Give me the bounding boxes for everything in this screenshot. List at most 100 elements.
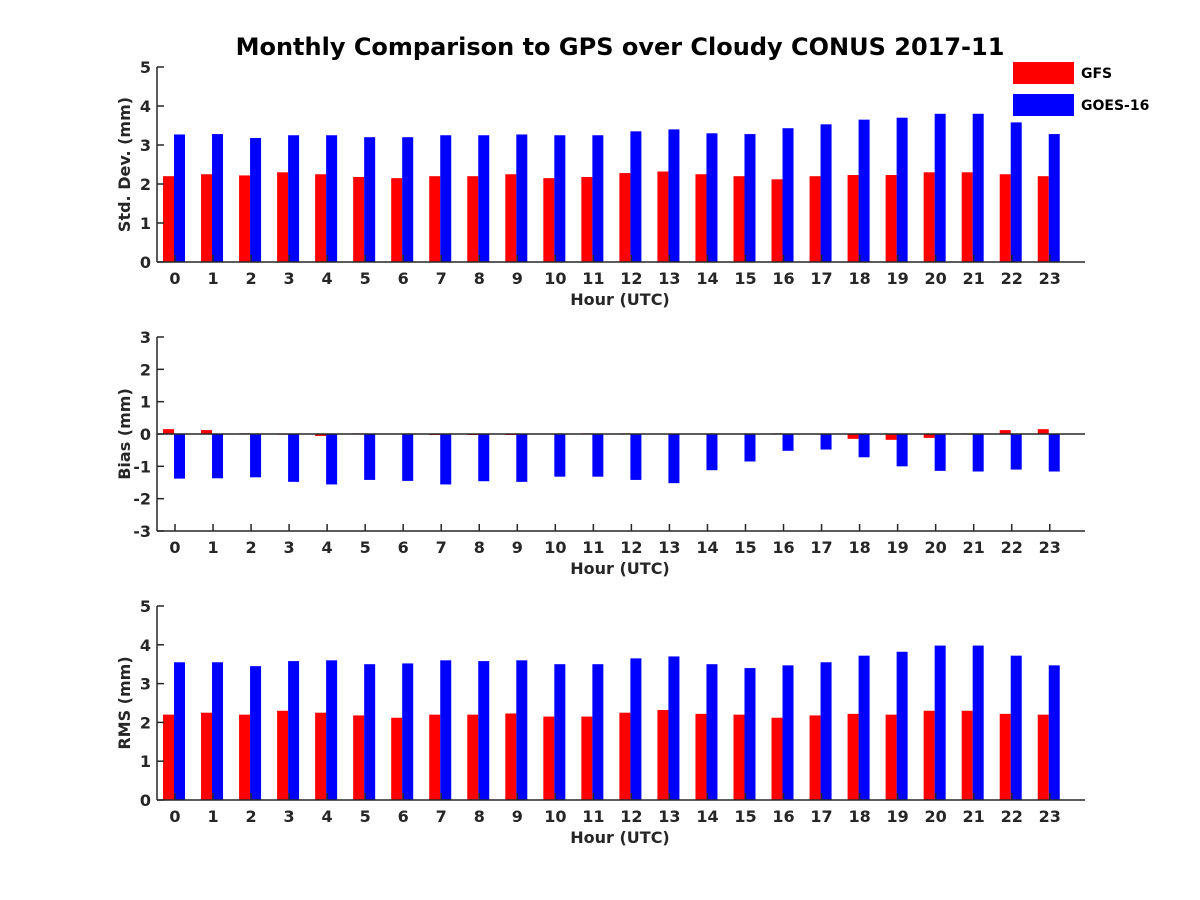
x-tick-label: 4 <box>322 538 333 557</box>
x-tick-label: 18 <box>848 807 870 826</box>
bar-goes-16-11 <box>592 434 604 477</box>
x-tick-label: 19 <box>886 269 908 288</box>
bar-goes-16-1 <box>212 134 224 262</box>
y-tick-label: 1 <box>140 752 151 771</box>
bar-goes-16-2 <box>250 434 262 478</box>
x-tick-label: 16 <box>772 269 794 288</box>
x-tick-label: 13 <box>658 269 680 288</box>
bar-goes-16-16 <box>782 665 794 800</box>
y-tick-label: -3 <box>133 522 151 541</box>
x-tick-label: 16 <box>772 807 794 826</box>
bar-goes-16-9 <box>516 660 528 800</box>
bar-goes-16-22 <box>1010 655 1022 800</box>
bar-gfs-7 <box>429 176 441 262</box>
bar-goes-16-6 <box>402 137 414 262</box>
bar-goes-16-5 <box>364 434 376 480</box>
x-tick-label: 2 <box>245 538 256 557</box>
x-tick-label: 18 <box>848 269 870 288</box>
x-tick-label: 17 <box>810 807 832 826</box>
bar-goes-16-21 <box>972 113 984 262</box>
bar-goes-16-16 <box>782 128 794 262</box>
x-tick-label: 0 <box>169 269 180 288</box>
x-tick-label: 12 <box>620 538 642 557</box>
bar-goes-16-11 <box>592 664 604 800</box>
bar-goes-16-5 <box>364 664 376 800</box>
x-tick-label: 8 <box>474 538 485 557</box>
bar-gfs-11 <box>581 716 593 800</box>
bar-goes-16-0 <box>174 134 185 262</box>
bar-gfs-8 <box>467 714 479 800</box>
x-tick-label: 21 <box>963 269 985 288</box>
x-tick-label: 22 <box>1001 807 1023 826</box>
x-tick-label: 5 <box>360 538 371 557</box>
y-tick-label: 1 <box>140 214 151 233</box>
bar-goes-16-7 <box>440 434 452 485</box>
bar-gfs-18 <box>847 434 859 439</box>
bar-goes-16-13 <box>668 434 680 484</box>
x-tick-label: 10 <box>544 538 566 557</box>
x-tick-label: 5 <box>360 269 371 288</box>
x-tick-label: 21 <box>963 807 985 826</box>
legend-label-gfs: GFS <box>1081 66 1112 82</box>
x-tick-label: 3 <box>284 538 295 557</box>
bar-gfs-4 <box>315 174 327 262</box>
bar-gfs-22 <box>999 174 1011 262</box>
bar-gfs-5 <box>353 176 365 262</box>
bar-gfs-15 <box>733 176 745 262</box>
bar-gfs-21 <box>961 172 973 262</box>
y-axis-label: RMS (mm) <box>115 656 134 749</box>
x-tick-label: 15 <box>734 269 756 288</box>
x-tick-label: 8 <box>474 269 485 288</box>
bar-goes-16-15 <box>744 434 756 462</box>
y-axis-label: Std. Dev. (mm) <box>115 97 134 232</box>
bar-goes-16-9 <box>516 434 528 482</box>
bar-goes-16-4 <box>326 135 338 262</box>
bar-goes-16-18 <box>858 655 870 800</box>
bar-goes-16-0 <box>174 434 185 479</box>
x-tick-label: 20 <box>925 538 947 557</box>
bar-goes-16-6 <box>402 663 414 800</box>
x-tick-label: 21 <box>963 538 985 557</box>
x-axis-label: Hour (UTC) <box>570 290 670 309</box>
x-tick-label: 16 <box>772 538 794 557</box>
bar-gfs-19 <box>885 175 897 262</box>
bar-gfs-1 <box>201 712 213 800</box>
bar-gfs-0 <box>163 429 174 434</box>
bar-gfs-10 <box>543 178 555 262</box>
bar-goes-16-13 <box>668 656 680 800</box>
bar-gfs-20 <box>923 172 935 262</box>
bar-gfs-12 <box>619 712 631 800</box>
bar-goes-16-13 <box>668 129 680 262</box>
bar-goes-16-5 <box>364 137 376 262</box>
x-tick-label: 5 <box>360 807 371 826</box>
x-tick-label: 10 <box>544 269 566 288</box>
y-tick-label: 3 <box>140 675 151 694</box>
y-tick-label: 2 <box>140 360 151 379</box>
x-tick-label: 19 <box>886 538 908 557</box>
x-tick-label: 14 <box>696 269 718 288</box>
bar-goes-16-20 <box>934 113 946 262</box>
x-tick-label: 12 <box>620 807 642 826</box>
y-tick-label: 1 <box>140 393 151 412</box>
y-tick-label: 3 <box>140 136 151 155</box>
bar-gfs-14 <box>695 713 707 800</box>
bar-goes-16-4 <box>326 434 338 485</box>
x-tick-label: 8 <box>474 807 485 826</box>
bar-gfs-8 <box>467 176 479 262</box>
x-tick-label: 1 <box>207 538 218 557</box>
bar-goes-16-17 <box>820 124 832 262</box>
bar-goes-16-23 <box>1048 134 1060 262</box>
bar-gfs-7 <box>429 714 441 800</box>
bar-goes-16-1 <box>212 662 224 800</box>
bar-goes-16-14 <box>706 434 718 471</box>
bar-goes-16-11 <box>592 135 604 262</box>
y-tick-label: -1 <box>133 457 151 476</box>
bar-goes-16-10 <box>554 664 566 800</box>
x-tick-label: 7 <box>436 538 447 557</box>
bar-goes-16-19 <box>896 434 908 467</box>
x-tick-label: 1 <box>207 269 218 288</box>
